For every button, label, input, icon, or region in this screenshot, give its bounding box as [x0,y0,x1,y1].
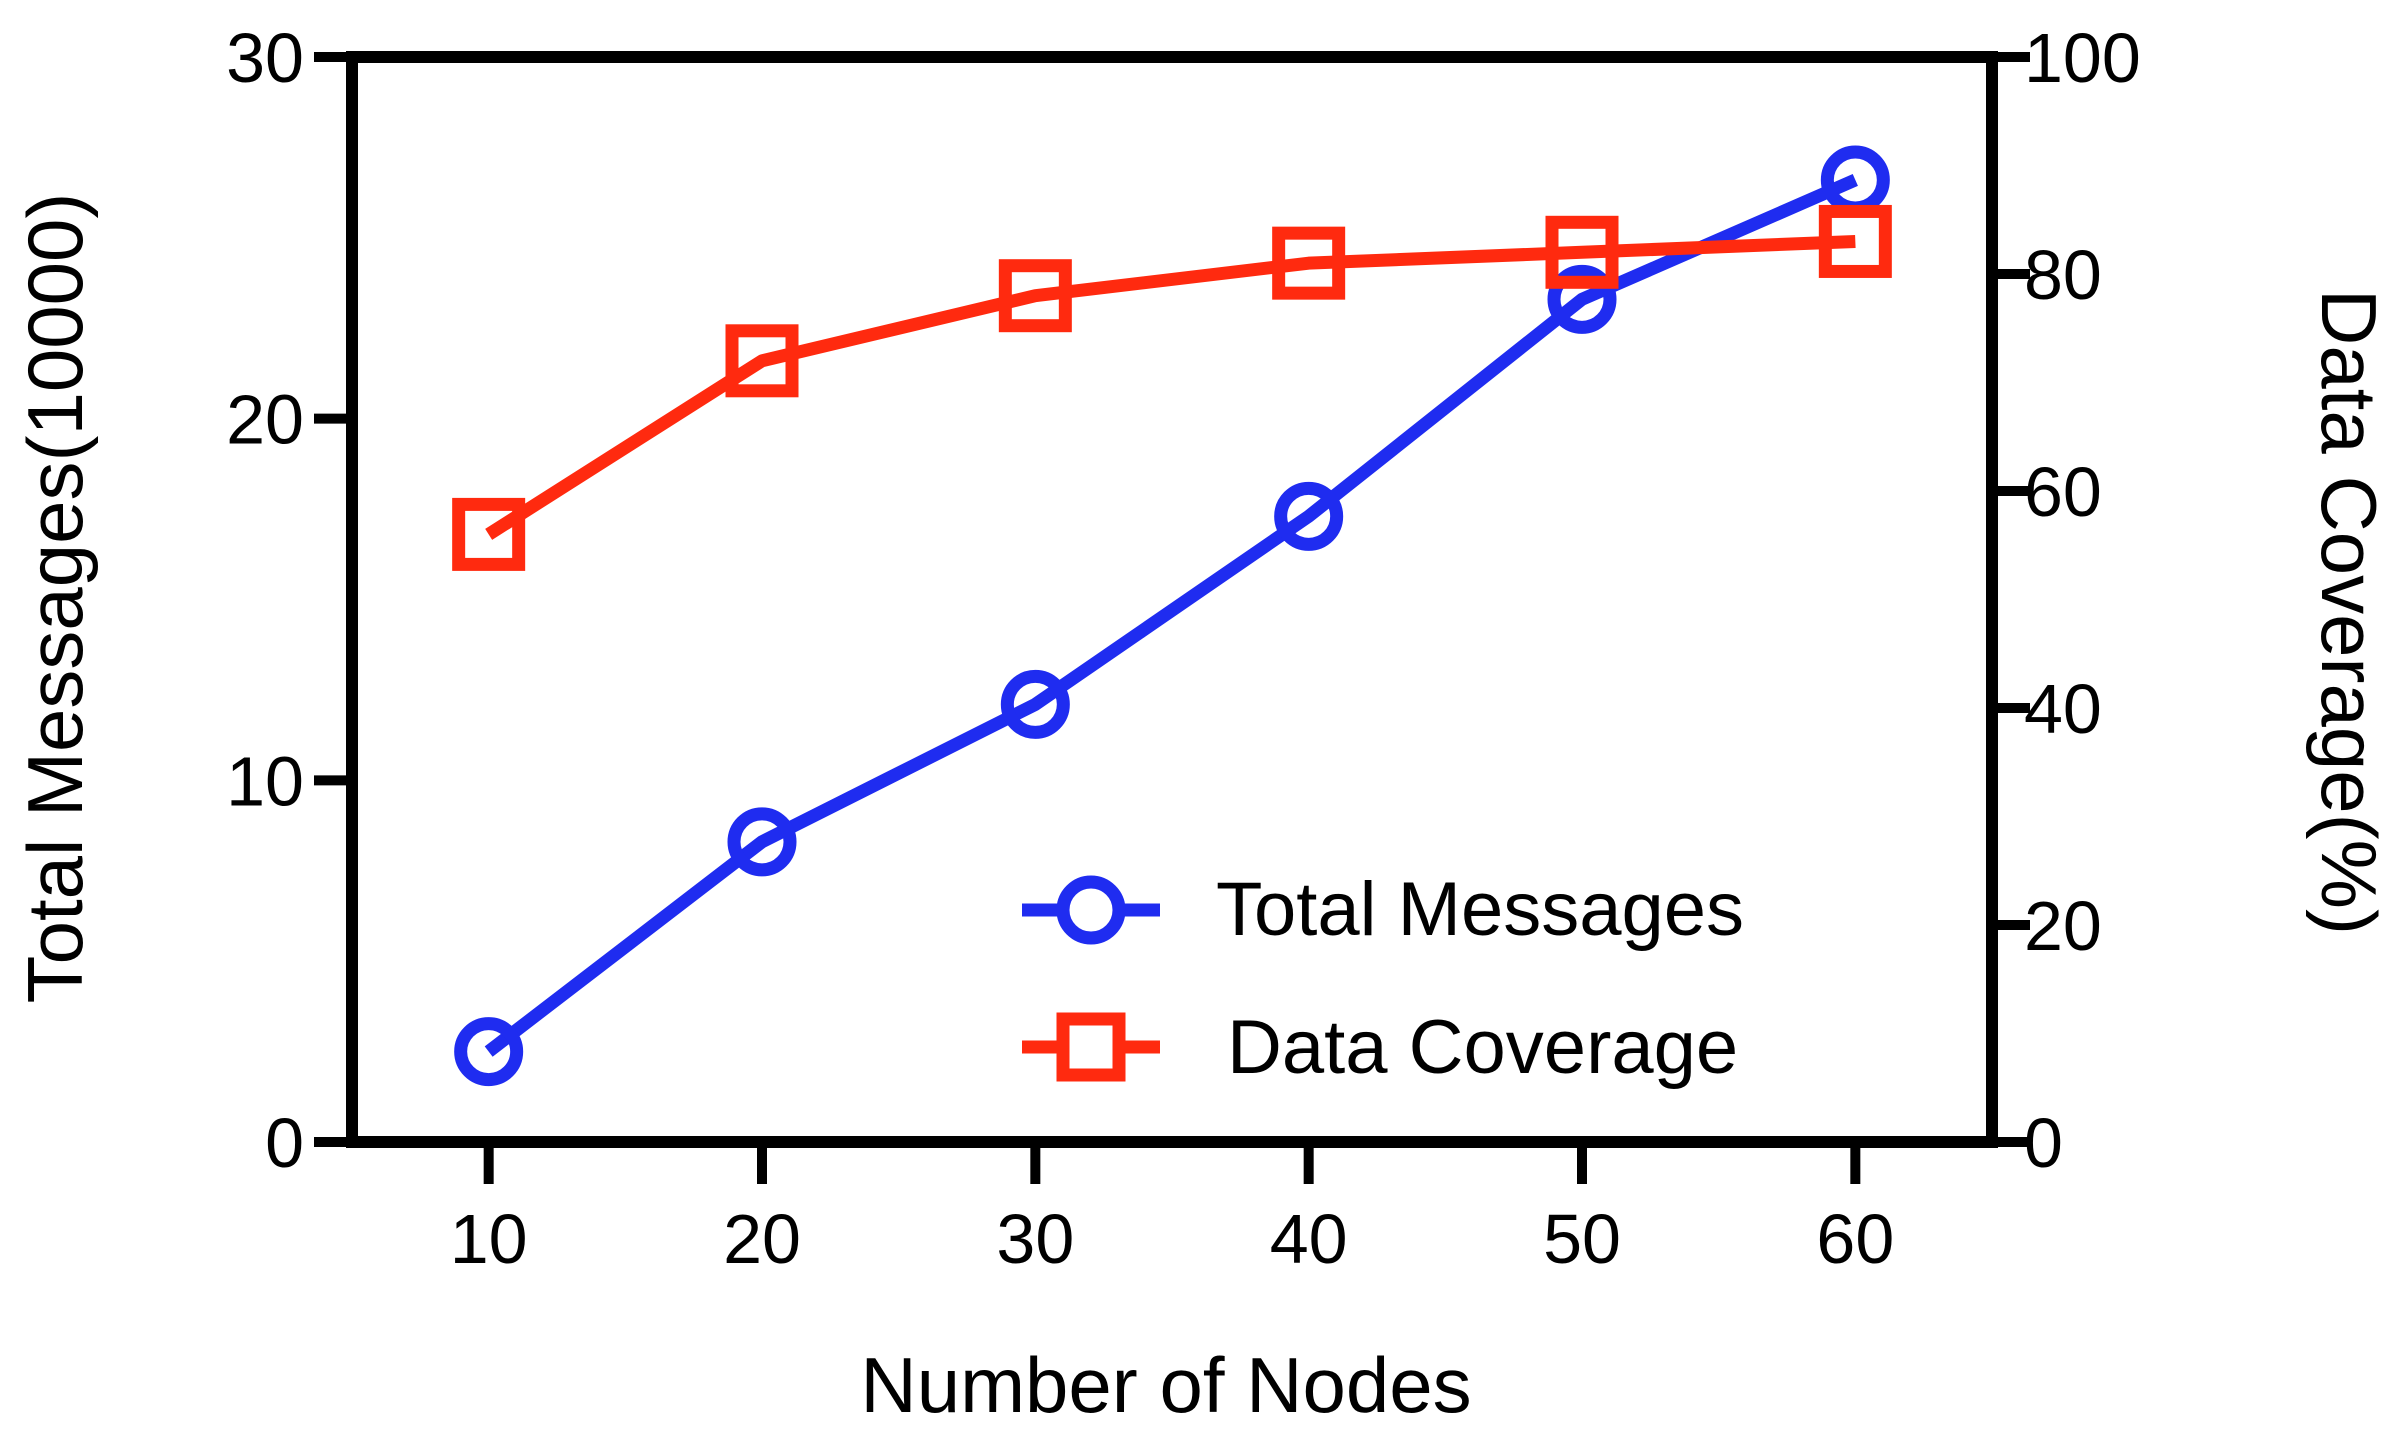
total-messages-series-line [484,174,1858,1057]
right-y-tick-label: 20 [2024,887,2102,965]
left-y-tick-label: 30 [226,19,304,97]
legend: Total Messages Data Coverage [1022,867,1744,1090]
x-tick-label: 30 [996,1200,1074,1278]
right-y-axis: 0 20 40 60 80 100 [1992,19,2141,1182]
left-y-tick-label: 10 [226,742,304,820]
x-tick-label: 20 [723,1200,801,1278]
total-messages-point [727,807,797,877]
x-tick-label: 10 [450,1200,528,1278]
plot-frame [346,51,1998,1148]
data-coverage-point [1272,226,1346,300]
right-y-tick-label: 80 [2024,236,2102,314]
x-axis: 10 20 30 40 50 60 [450,1142,1894,1278]
total-messages-point [1274,481,1344,551]
x-tick-label: 60 [1816,1200,1894,1278]
x-tick-label: 50 [1543,1200,1621,1278]
legend-total-messages-circle-icon [1056,875,1126,945]
total-messages-point [1547,264,1617,334]
plot-border [346,51,1998,1148]
x-axis-title: Number of Nodes [860,1341,1471,1429]
data-coverage-point [1545,215,1619,289]
data-coverage-point [725,324,799,398]
right-y-axis-title: Data Coverage(%) [2305,289,2393,935]
left-y-tick-label: 20 [226,381,304,459]
series-layer [452,145,1892,1087]
data-coverage-point [1818,204,1892,278]
legend-data-coverage-label: Data Coverage [1227,1005,1738,1090]
left-y-axis-title: Total Messages(10000) [11,193,99,1004]
left-y-tick-label: 0 [265,1104,304,1182]
left-y-axis: 0 10 20 30 [226,19,352,1182]
right-y-tick-label: 100 [2024,19,2141,97]
x-tick-label: 40 [1270,1200,1348,1278]
right-y-tick-label: 40 [2024,670,2102,748]
legend-data-coverage-square-icon [1056,1012,1126,1082]
total-messages-point [454,1017,524,1087]
right-y-tick-label: 0 [2024,1104,2063,1182]
right-y-tick-label: 60 [2024,453,2102,531]
data-coverage-series-line [485,234,1856,540]
total-messages-point [1000,669,1070,739]
data-coverage-point [452,497,526,571]
data-coverage-point [998,259,1072,333]
legend-total-messages-label: Total Messages [1216,867,1744,952]
